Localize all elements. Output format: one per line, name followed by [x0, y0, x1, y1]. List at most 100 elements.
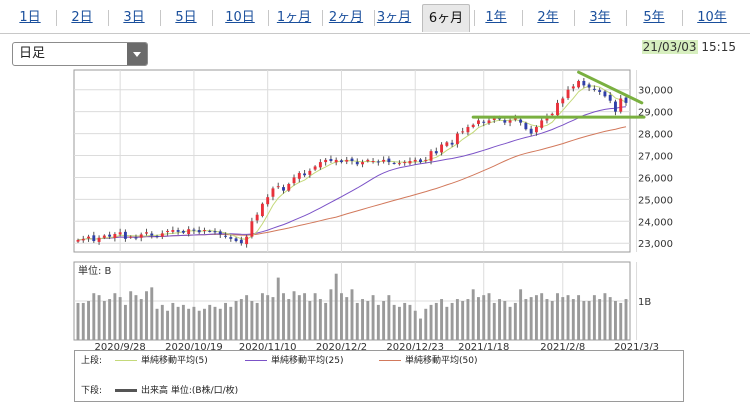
legend-volume: 出来高 単位:(B株/口/枚)	[115, 384, 238, 398]
volume-bar	[556, 293, 559, 340]
candle-body	[129, 236, 133, 238]
volume-bar	[371, 295, 375, 340]
volume-bar	[208, 304, 212, 340]
volume-bar	[97, 295, 101, 340]
candle-body	[350, 158, 354, 161]
tab-14[interactable]: 10年	[697, 10, 727, 25]
candle-body	[461, 131, 465, 133]
volume-bar	[213, 306, 217, 340]
tab-6[interactable]: 1ヶ月	[276, 10, 312, 25]
candle-body	[482, 121, 486, 123]
candle-body	[524, 123, 528, 130]
tab-separator	[626, 10, 627, 26]
volume-bar	[92, 293, 96, 340]
candle-body	[571, 86, 575, 89]
candle-body	[318, 162, 322, 168]
volume-bar	[250, 301, 254, 340]
price-tick-label: 28,000	[638, 130, 673, 141]
candle-body	[413, 159, 417, 162]
volume-bar	[313, 293, 317, 340]
price-tick-label: 30,000	[638, 86, 673, 97]
candle-body	[187, 229, 191, 235]
volume-bar	[492, 302, 496, 340]
volume-bar	[181, 304, 185, 340]
candle-body	[160, 233, 164, 237]
candle-body	[566, 89, 570, 99]
candle-body	[181, 230, 185, 233]
tab-10[interactable]: 1年	[485, 10, 507, 25]
price-tick-label: 26,000	[638, 173, 673, 184]
tab-3[interactable]: 3日	[123, 10, 145, 25]
candle-body	[419, 159, 422, 163]
candle-body	[150, 233, 154, 236]
tab-7[interactable]: 2ヶ月	[328, 10, 364, 25]
volume-bar	[561, 297, 565, 340]
volume-bar	[218, 308, 222, 340]
candle-body	[113, 234, 117, 238]
volume-bar	[376, 304, 380, 340]
x-tick-label: 2020/9/28	[95, 342, 146, 350]
candle-body	[287, 184, 291, 191]
volume-bar	[466, 299, 470, 340]
candle-body	[123, 231, 127, 239]
candle-body	[508, 120, 512, 123]
volume-bar	[408, 304, 412, 340]
volume-bar	[166, 310, 170, 340]
volume-bar	[429, 304, 433, 340]
candle-body	[260, 203, 264, 217]
x-tick-label: 2021/2/8	[540, 342, 585, 350]
tab-5[interactable]: 10日	[225, 10, 255, 25]
volume-bar	[445, 306, 449, 340]
candle-body	[519, 119, 523, 123]
volume-bar	[239, 299, 243, 340]
volume-bar	[266, 295, 270, 340]
volume-bar	[292, 291, 296, 340]
candle-body	[234, 238, 238, 242]
tab-separator	[374, 10, 375, 26]
trend-line	[577, 70, 644, 105]
candle-body	[534, 127, 538, 133]
volume-bar	[571, 299, 575, 340]
volume-bar	[197, 310, 201, 340]
tab-2[interactable]: 2日	[71, 10, 93, 25]
period-select[interactable]: 日足	[12, 42, 148, 66]
chevron-down-icon[interactable]	[127, 43, 147, 65]
legend-upper-label: 上段:	[81, 356, 103, 366]
tab-separator	[268, 10, 269, 26]
volume-bar	[397, 306, 401, 340]
candle-body	[197, 230, 201, 233]
tab-9[interactable]: 6ヶ月	[422, 4, 470, 32]
x-tick-label: 2020/12/2	[316, 342, 367, 350]
tab-1[interactable]: 1日	[19, 10, 41, 25]
volume-bar	[366, 301, 370, 340]
volume-bar	[203, 308, 206, 340]
candle-body	[345, 159, 349, 162]
volume-bar	[624, 299, 628, 340]
volume-bar	[603, 293, 607, 340]
tab-8[interactable]: 3ヶ月	[376, 10, 412, 25]
volume-bar	[87, 301, 90, 340]
volume-bar	[139, 299, 143, 340]
volume-bar	[450, 302, 454, 340]
candle-body	[313, 166, 317, 170]
price-tick-label: 23,000	[638, 239, 673, 250]
candle-body	[145, 232, 148, 234]
candle-body	[102, 235, 106, 238]
volume-bar	[534, 295, 538, 340]
tab-4[interactable]: 5日	[175, 10, 197, 25]
price-tick-label: 27,000	[638, 152, 673, 163]
tab-13[interactable]: 5年	[643, 10, 665, 25]
candle-body	[440, 144, 444, 153]
candle-body	[429, 151, 433, 161]
tab-separator	[682, 10, 683, 26]
volume-bar	[340, 293, 343, 340]
candle-body	[76, 239, 80, 242]
tab-11[interactable]: 2年	[537, 10, 559, 25]
volume-bar	[471, 289, 475, 340]
volume-bar	[260, 293, 264, 340]
volume-bar	[176, 306, 180, 340]
volume-bar	[245, 295, 249, 340]
candle-body	[561, 98, 565, 104]
volume-bar	[619, 302, 623, 340]
tab-12[interactable]: 3年	[589, 10, 611, 25]
